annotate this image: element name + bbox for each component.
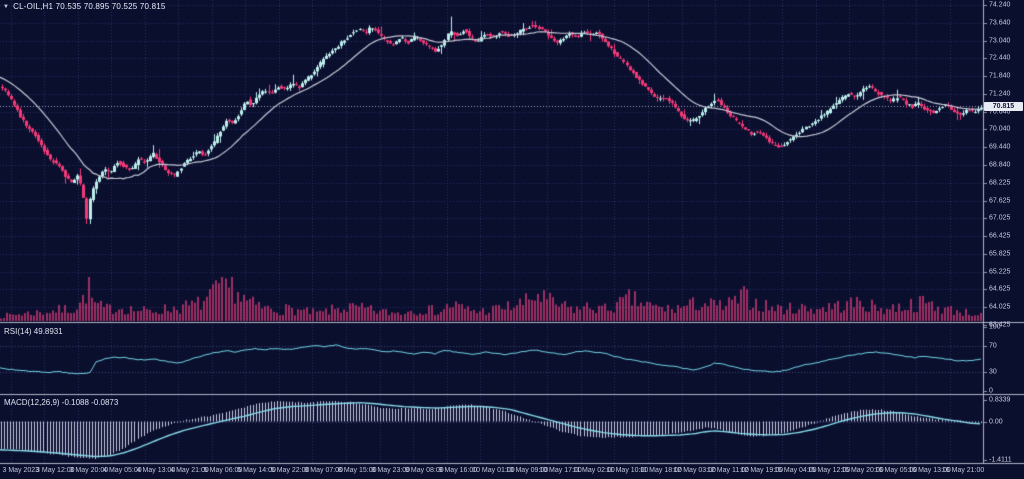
price-axis-label: 67.625 bbox=[989, 197, 1011, 205]
current-price-tag: 70.815 bbox=[984, 102, 1023, 111]
macd-indicator-label: MACD(12,26,9) -0.1088 -0.0873 bbox=[4, 398, 119, 407]
rsi-axis-label: 70 bbox=[989, 342, 997, 350]
rsi-axis-label: 30 bbox=[989, 368, 997, 376]
time-axis-label: 3 May 20:00 bbox=[69, 467, 109, 474]
price-axis-label: 70.040 bbox=[989, 125, 1011, 133]
time-axis-label: 15 May 12:00 bbox=[807, 467, 851, 474]
time-axis-label: 8 May 15:00 bbox=[338, 467, 377, 474]
macd-axis-label: 0.8339 bbox=[989, 396, 1011, 403]
price-axis-label: 71.240 bbox=[989, 90, 1011, 98]
rsi-axis-label: 100 bbox=[989, 323, 1001, 331]
time-axis-label: 16 May 13:00 bbox=[908, 467, 951, 474]
price-axis-label: 65.225 bbox=[989, 268, 1011, 276]
time-axis-label: 16 May 05:00 bbox=[874, 467, 918, 474]
collapse-arrow-icon[interactable]: ▼ bbox=[3, 3, 10, 10]
time-axis-label: 5 May 14:00 bbox=[237, 467, 276, 474]
time-axis-label: 4 May 05:00 bbox=[103, 467, 142, 474]
time-axis-label: 11 May 18:00 bbox=[639, 467, 682, 474]
time-axis-label: 3 May 2023 bbox=[2, 467, 40, 474]
time-axis-label: 8 May 07:00 bbox=[304, 467, 343, 474]
macd-axis-label: -1.4111 bbox=[989, 456, 1012, 463]
price-axis-label: 63.425 bbox=[989, 321, 1011, 329]
time-axis-label: 12 May 19:00 bbox=[740, 467, 784, 474]
price-axis-label: 70.640 bbox=[989, 108, 1011, 116]
time-axis-label: 9 May 08:00 bbox=[405, 467, 444, 474]
time-axis-label: 12 May 11:00 bbox=[707, 467, 749, 474]
time-axis-label: 10 May 17:00 bbox=[539, 467, 582, 474]
price-axis-label: 68.225 bbox=[989, 179, 1011, 187]
price-axis-label: 73.040 bbox=[989, 37, 1011, 45]
rsi-axis-label: 0 bbox=[989, 387, 993, 395]
time-axis-label: 5 May 06:00 bbox=[203, 467, 243, 474]
rsi-indicator-label: RSI(14) 49.8931 bbox=[4, 327, 63, 336]
time-axis-label: 3 May 12:00 bbox=[36, 467, 75, 474]
time-axis-label: 11 May 02:00 bbox=[572, 467, 615, 474]
price-axis-label: 67.025 bbox=[989, 214, 1011, 222]
symbol-title: ▼ CL-OIL,H1 70.535 70.895 70.525 70.815 bbox=[3, 2, 166, 11]
price-axis-label: 74.240 bbox=[989, 1, 1011, 9]
price-axis-label: 64.625 bbox=[989, 285, 1011, 293]
time-axis-label: 4 May 13:00 bbox=[136, 467, 176, 474]
price-axis-label: 69.440 bbox=[989, 143, 1011, 151]
time-axis-label: 8 May 23:00 bbox=[371, 467, 411, 474]
price-axis-label: 65.825 bbox=[989, 250, 1011, 258]
symbol-title-text: CL-OIL,H1 70.535 70.895 70.525 70.815 bbox=[13, 2, 166, 11]
price-axis-label: 66.425 bbox=[989, 232, 1011, 240]
time-axis-label: 5 May 22:00 bbox=[270, 467, 310, 474]
time-axis-label: 16 May 21:00 bbox=[941, 467, 985, 474]
price-axis-label: 71.840 bbox=[989, 72, 1011, 80]
time-axis-label: 10 May 01:00 bbox=[472, 467, 515, 474]
price-axis-label: 72.440 bbox=[989, 54, 1011, 62]
time-axis-label: 15 May 20:00 bbox=[841, 467, 884, 474]
time-axis-label: 15 May 04:00 bbox=[774, 467, 817, 474]
price-axis-label: 68.840 bbox=[989, 161, 1011, 169]
time-axis-label: 9 May 16:00 bbox=[438, 467, 478, 474]
time-axis-label: 11 May 10:00 bbox=[606, 467, 649, 474]
time-axis-label: 12 May 03:00 bbox=[673, 467, 716, 474]
price-axis-label: 64.025 bbox=[989, 303, 1011, 311]
time-axis-label: 10 May 09:00 bbox=[505, 467, 549, 474]
price-axis-label: 73.640 bbox=[989, 19, 1011, 27]
time-axis-label: 4 May 21:00 bbox=[170, 467, 209, 474]
macd-axis-label: 0.00 bbox=[989, 418, 1003, 425]
